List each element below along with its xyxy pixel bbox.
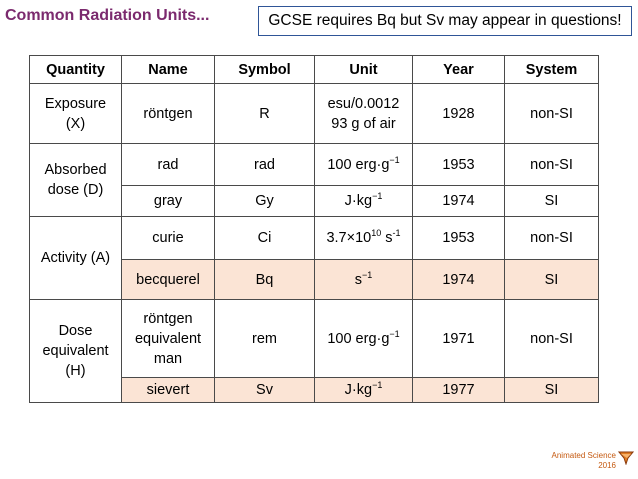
- cell-system: SI: [504, 259, 599, 300]
- cell-year: 1928: [412, 83, 505, 144]
- cell-year: 1953: [412, 216, 505, 260]
- footer-line-1: Animated Science: [551, 451, 616, 460]
- cell-year: 1974: [412, 185, 505, 217]
- header-symbol: Symbol: [214, 55, 315, 84]
- cell-unit: 100 erg·g−1: [314, 143, 413, 186]
- cell-unit: J·kg−1: [314, 377, 413, 403]
- cell-year: 1953: [412, 143, 505, 186]
- cell-symbol: R: [214, 83, 315, 144]
- quantity-dose-equivalent: Dose equivalent (H): [29, 299, 122, 403]
- cell-system: non-SI: [504, 83, 599, 144]
- table-row-rad: Absorbed dose (D) rad rad 100 erg·g−1 195…: [29, 143, 599, 217]
- table-header-row: Quantity Name Symbol Unit Year System: [29, 55, 599, 84]
- quantity-absorbed-dose: Absorbed dose (D): [29, 143, 122, 217]
- cell-unit: 3.7×1010 s-1: [314, 216, 413, 260]
- cell-unit: J·kg−1: [314, 185, 413, 217]
- footer-credit: Animated Science 2016: [552, 451, 616, 471]
- cell-system: non-SI: [504, 299, 599, 378]
- footer-line-2: 2016: [598, 461, 616, 470]
- cell-name: gray: [121, 185, 215, 217]
- table-row-sievert: sievert Sv J·kg−1 1977 SI: [30, 377, 599, 403]
- cell-year: 1971: [412, 299, 505, 378]
- table-row-rontgen: Exposure (X) röntgen R esu/0.0012 93 g of …: [29, 83, 599, 144]
- table-row-curie: Activity (A) curie Ci 3.7×1010 s-1 1953 …: [29, 216, 599, 300]
- cell-symbol: rad: [214, 143, 315, 186]
- cell-system: SI: [504, 185, 599, 217]
- quantity-exposure: Exposure (X): [29, 83, 122, 144]
- table-row-rem: Dose equivalent (H) röntgen equivalent man r…: [29, 299, 599, 403]
- cell-system: non-SI: [504, 216, 599, 260]
- header-name: Name: [121, 55, 215, 84]
- bat-wing-logo-icon: [617, 449, 635, 470]
- cell-name: röntgen: [121, 83, 215, 144]
- header-quantity: Quantity: [29, 55, 122, 84]
- cell-year: 1974: [412, 259, 505, 300]
- cell-system: SI: [504, 377, 599, 403]
- cell-name: rad: [121, 143, 215, 186]
- cell-name: röntgen equivalent man: [121, 299, 215, 378]
- cell-symbol: Sv: [214, 377, 315, 403]
- header-year: Year: [412, 55, 505, 84]
- cell-unit: s−1: [314, 259, 413, 300]
- cell-unit: 100 erg·g−1: [314, 299, 413, 378]
- cell-name: sievert: [121, 377, 215, 403]
- header-system: System: [504, 55, 599, 84]
- cell-unit: esu/0.0012 93 g of air: [314, 83, 413, 144]
- gcse-note-box: GCSE requires Bq but Sv may appear in qu…: [258, 6, 632, 36]
- cell-symbol: Ci: [214, 216, 315, 260]
- cell-year: 1977: [412, 377, 505, 403]
- cell-name: curie: [121, 216, 215, 260]
- cell-symbol: rem: [214, 299, 315, 378]
- radiation-units-table: Quantity Name Symbol Unit Year System Ex…: [29, 55, 599, 403]
- cell-symbol: Bq: [214, 259, 315, 300]
- cell-system: non-SI: [504, 143, 599, 186]
- cell-symbol: Gy: [214, 185, 315, 217]
- table-row-gray: gray Gy J·kg−1 1974 SI: [30, 185, 599, 217]
- quantity-activity: Activity (A): [29, 216, 122, 300]
- cell-name: becquerel: [121, 259, 215, 300]
- slide-title: Common Radiation Units...: [5, 7, 210, 24]
- header-unit: Unit: [314, 55, 413, 84]
